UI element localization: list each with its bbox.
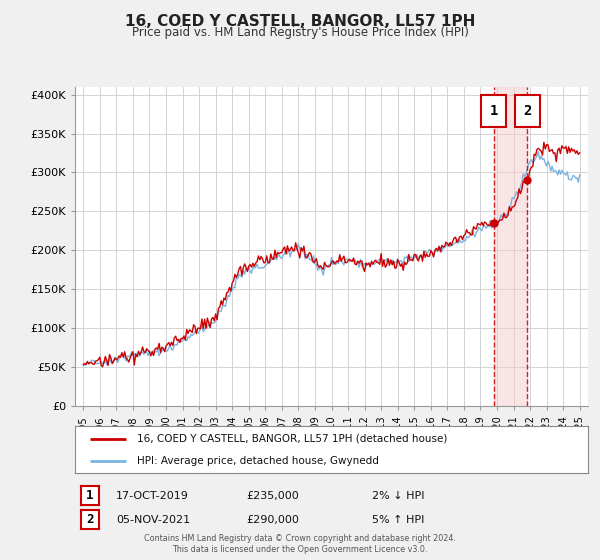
FancyBboxPatch shape (515, 95, 540, 127)
Text: Price paid vs. HM Land Registry's House Price Index (HPI): Price paid vs. HM Land Registry's House … (131, 26, 469, 39)
Text: 1: 1 (490, 104, 497, 118)
Text: Contains HM Land Registry data © Crown copyright and database right 2024.: Contains HM Land Registry data © Crown c… (144, 534, 456, 543)
FancyBboxPatch shape (481, 95, 506, 127)
Text: This data is licensed under the Open Government Licence v3.0.: This data is licensed under the Open Gov… (172, 545, 428, 554)
Text: 2: 2 (523, 104, 532, 118)
Text: £290,000: £290,000 (246, 515, 299, 525)
Text: HPI: Average price, detached house, Gwynedd: HPI: Average price, detached house, Gwyn… (137, 456, 379, 466)
Text: 2: 2 (86, 513, 94, 526)
Text: 16, COED Y CASTELL, BANGOR, LL57 1PH: 16, COED Y CASTELL, BANGOR, LL57 1PH (125, 14, 475, 29)
Text: 2% ↓ HPI: 2% ↓ HPI (372, 491, 425, 501)
Text: 05-NOV-2021: 05-NOV-2021 (116, 515, 190, 525)
Text: 16, COED Y CASTELL, BANGOR, LL57 1PH (detached house): 16, COED Y CASTELL, BANGOR, LL57 1PH (de… (137, 434, 447, 444)
Text: £235,000: £235,000 (246, 491, 299, 501)
Bar (494, 87, 527, 406)
Text: 1: 1 (86, 489, 94, 502)
Text: 17-OCT-2019: 17-OCT-2019 (116, 491, 188, 501)
Text: 5% ↑ HPI: 5% ↑ HPI (372, 515, 424, 525)
